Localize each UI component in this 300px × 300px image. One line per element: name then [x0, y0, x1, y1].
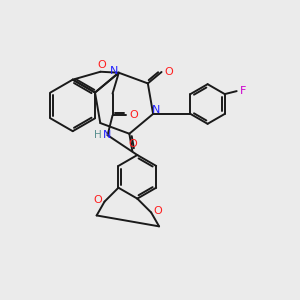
Text: F: F: [239, 86, 246, 96]
Text: N: N: [102, 130, 111, 140]
Text: O: O: [154, 206, 163, 215]
Text: O: O: [164, 67, 173, 77]
Text: O: O: [97, 60, 106, 70]
Text: N: N: [110, 66, 118, 76]
Text: O: O: [93, 195, 102, 205]
Text: O: O: [128, 140, 137, 149]
Text: N: N: [152, 105, 160, 115]
Text: O: O: [129, 110, 138, 120]
Text: H: H: [94, 130, 101, 140]
